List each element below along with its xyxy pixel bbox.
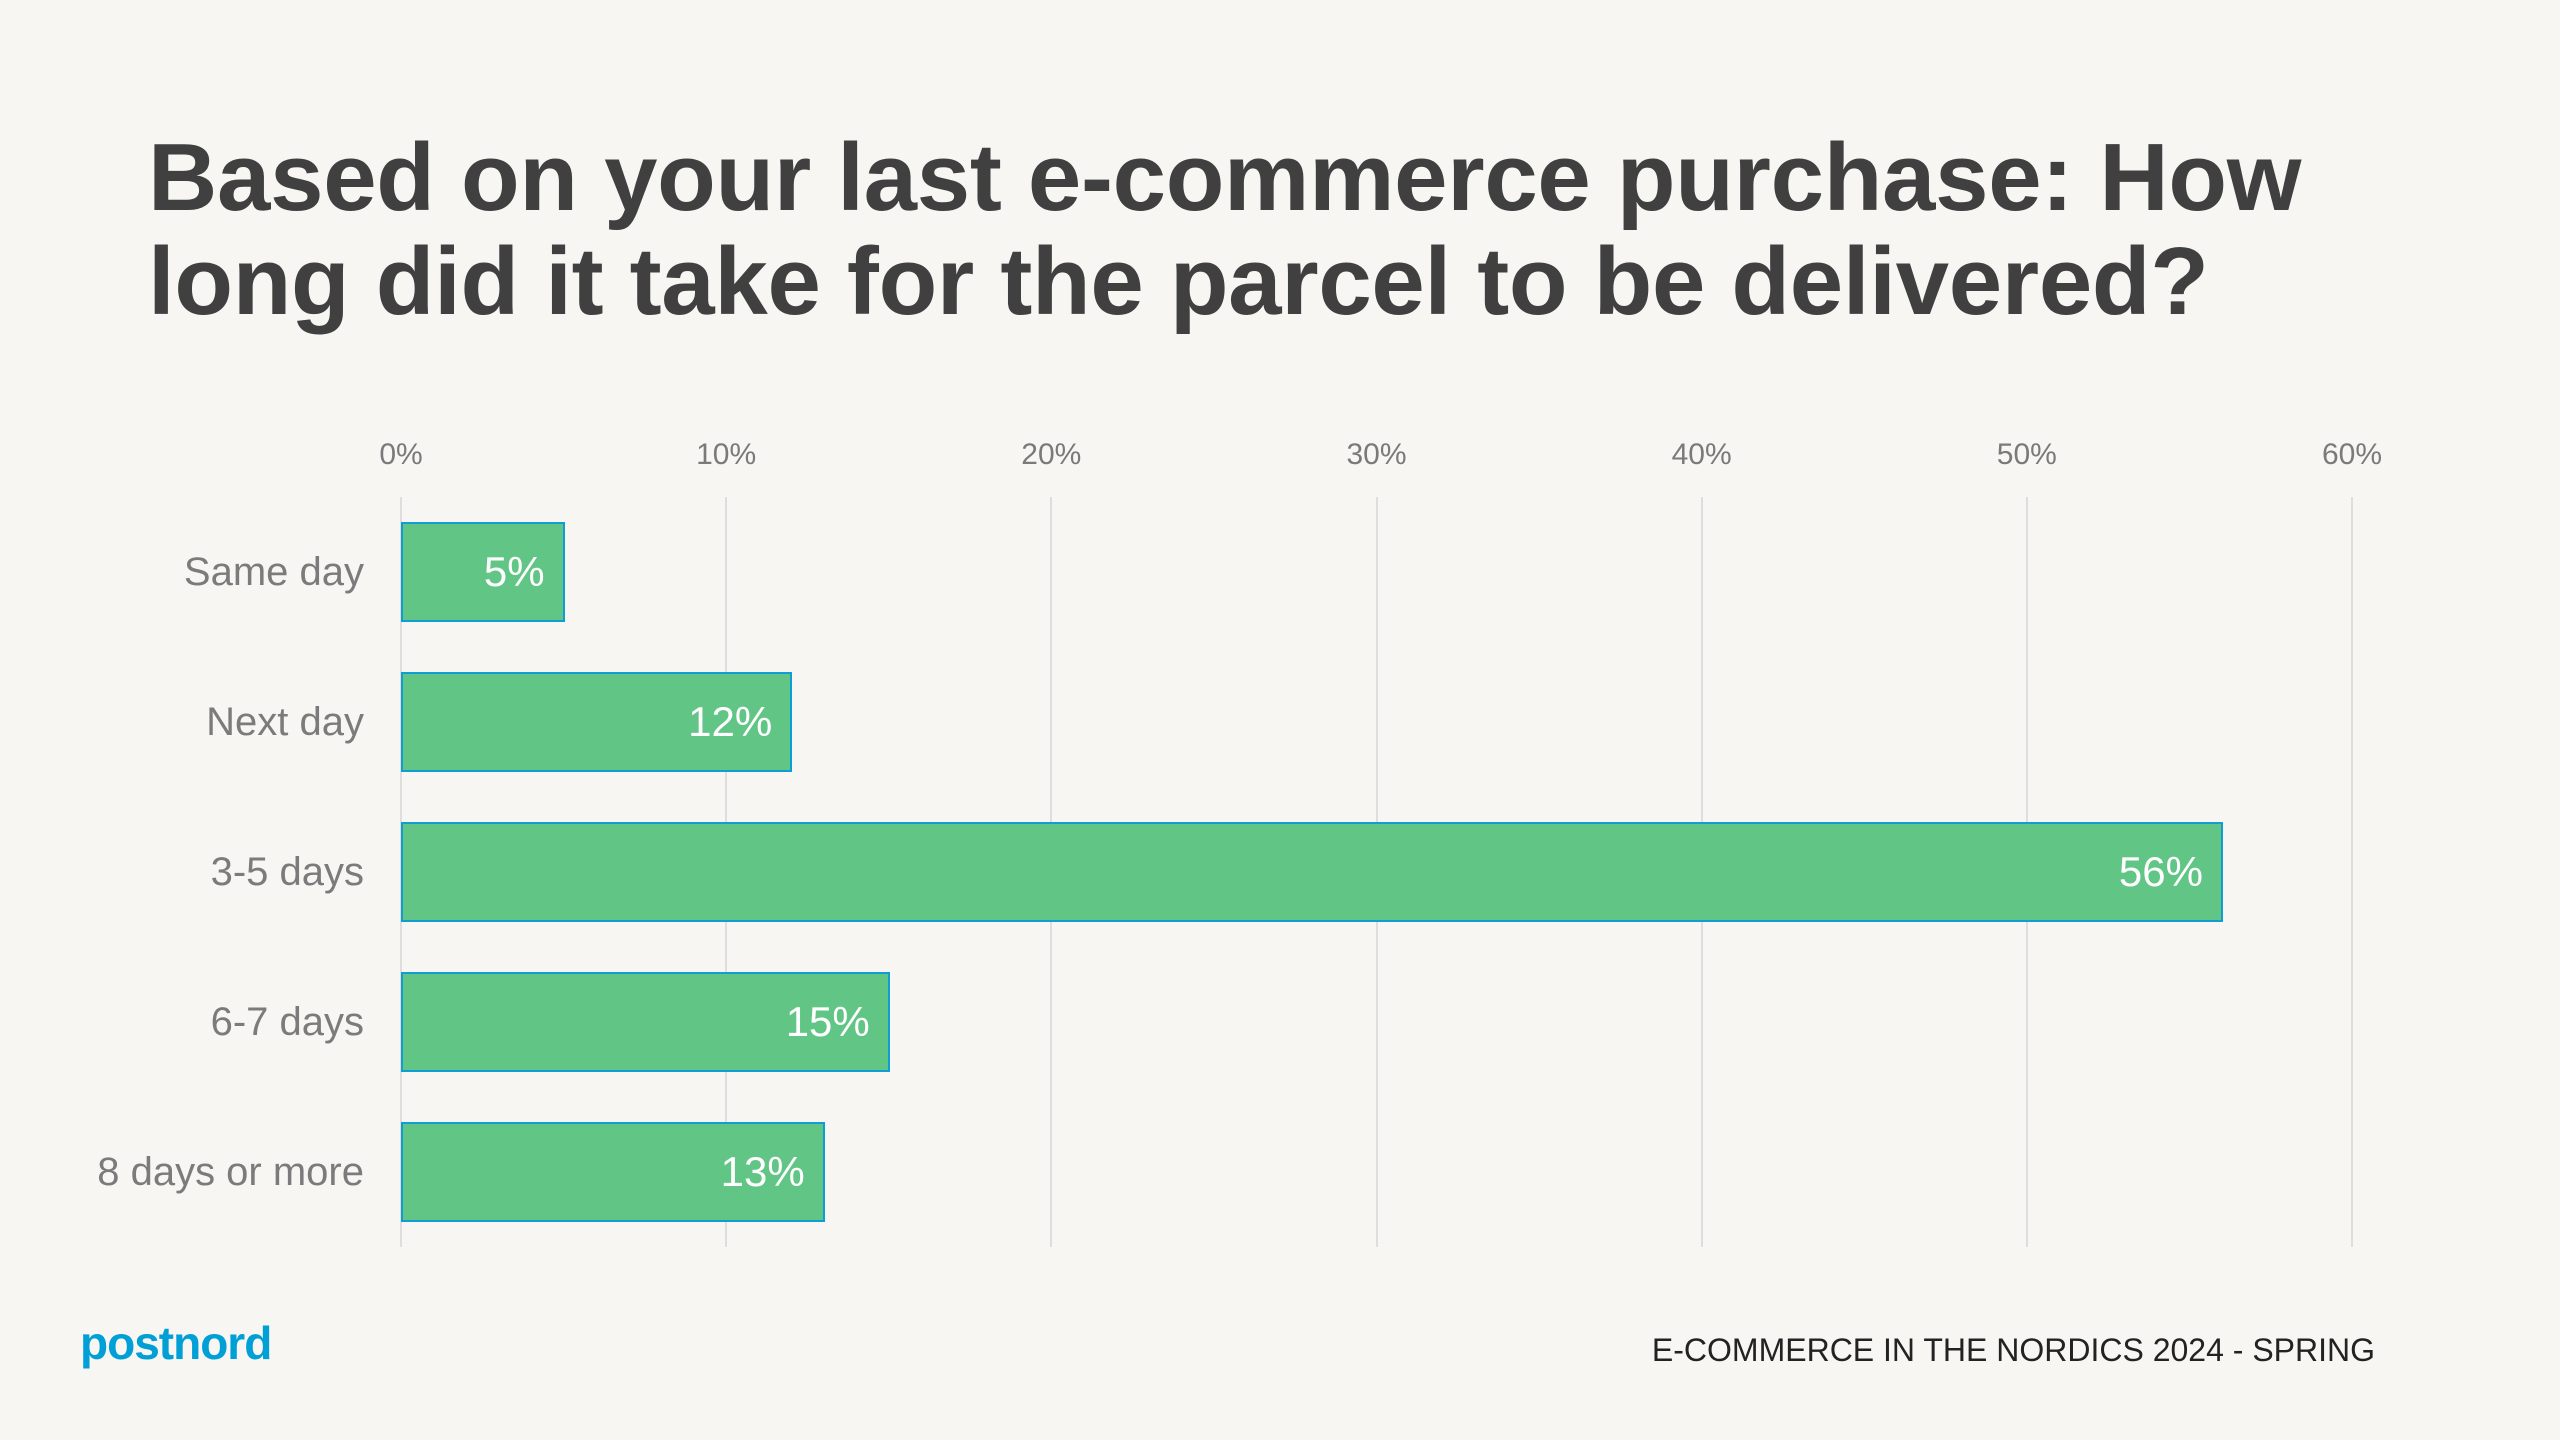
bar-value-label: 15% bbox=[785, 998, 870, 1045]
source-footer: E-COMMERCE IN THE NORDICS 2024 - SPRING bbox=[1651, 1332, 2375, 1368]
bar: 13% bbox=[401, 1122, 825, 1222]
bar: 12% bbox=[401, 672, 793, 772]
postnord-logo: postnord bbox=[80, 1317, 272, 1369]
category-label: Next day bbox=[206, 700, 364, 744]
bar: 5% bbox=[401, 522, 565, 622]
x-tick-label: 20% bbox=[1021, 438, 1082, 471]
bar-value-label: 5% bbox=[483, 548, 545, 595]
gridline bbox=[2351, 497, 2353, 1247]
category-label: Same day bbox=[183, 550, 364, 594]
page-title: Based on your last e-commerce purchase: … bbox=[148, 124, 2302, 335]
x-tick-label: 40% bbox=[1671, 438, 1732, 471]
category-label: 8 days or more bbox=[97, 1150, 364, 1194]
x-tick-label: 50% bbox=[1996, 438, 2057, 471]
category-label: 6-7 days bbox=[210, 1000, 364, 1044]
bar: 56% bbox=[401, 822, 2223, 922]
x-tick-label: 60% bbox=[2321, 438, 2383, 471]
category-label: 3-5 days bbox=[210, 850, 364, 894]
bar: 15% bbox=[401, 972, 890, 1072]
bar-value-label: 12% bbox=[688, 698, 773, 745]
bar-value-label: 13% bbox=[720, 1148, 805, 1195]
x-tick-label: 0% bbox=[379, 438, 423, 471]
x-tick-label: 10% bbox=[696, 438, 757, 471]
x-tick-label: 30% bbox=[1346, 438, 1407, 471]
bar-value-label: 56% bbox=[2118, 848, 2203, 895]
